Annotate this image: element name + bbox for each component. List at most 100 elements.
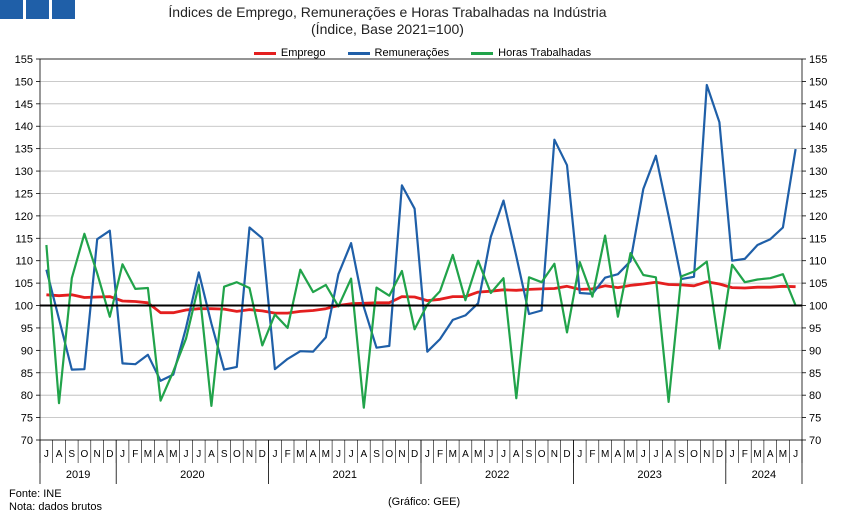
y-tick-label: 75: [21, 413, 33, 425]
x-month-label: M: [169, 449, 177, 460]
legend-swatch-remuneracoes: [347, 51, 370, 55]
x-month-label: A: [767, 449, 774, 460]
x-month-label: M: [753, 449, 761, 460]
x-month-label: A: [56, 449, 63, 460]
y2-tick-label: 110: [809, 256, 827, 268]
chart-title-block: Índices de Emprego, Remunerações e Horas…: [0, 4, 775, 38]
x-month-label: J: [488, 449, 493, 460]
x-month-label: S: [373, 449, 380, 460]
x-year-label: 2024: [752, 469, 776, 481]
footer-credit: (Gráfico: GEE): [388, 496, 461, 508]
x-month-label: J: [730, 449, 735, 460]
x-month-label: D: [563, 449, 570, 460]
series-line-2: [45, 83, 797, 382]
y-tick-label: 110: [15, 256, 33, 268]
x-month-label: A: [157, 449, 164, 460]
y-tick-label: 115: [15, 233, 33, 245]
x-year-label: 2022: [485, 469, 509, 481]
y-tick-label: 145: [15, 99, 33, 111]
y2-tick-label: 140: [809, 121, 827, 133]
x-month-label: J: [272, 449, 277, 460]
chart-subtitle: (Índice, Base 2021=100): [311, 21, 464, 37]
y2-tick-label: 100: [809, 301, 827, 313]
x-month-label: M: [474, 449, 482, 460]
x-year-label: 2019: [66, 469, 90, 481]
legend-swatch-horas: [471, 51, 494, 55]
ine-logo-icon: [0, 0, 75, 19]
y2-tick-label: 85: [809, 368, 821, 380]
x-month-label: J: [641, 449, 646, 460]
x-month-label: J: [349, 449, 354, 460]
x-month-label: D: [716, 449, 723, 460]
y-tick-label: 130: [15, 166, 33, 178]
y-tick-label: 90: [21, 345, 33, 357]
x-month-label: J: [120, 449, 125, 460]
y-tick-label: 80: [21, 390, 33, 402]
x-month-label: M: [626, 449, 634, 460]
chart-legend: Emprego Remunerações Horas Trabalhadas: [0, 47, 845, 59]
x-month-label: M: [296, 449, 304, 460]
x-month-label: J: [44, 449, 49, 460]
y2-tick-label: 125: [809, 188, 827, 200]
footer-notes: Fonte: INE Nota: dados brutos: [9, 488, 102, 514]
x-month-label: J: [577, 449, 582, 460]
x-month-label: N: [246, 449, 253, 460]
y2-tick-label: 135: [809, 144, 827, 156]
x-month-label: N: [703, 449, 710, 460]
y2-tick-label: 155: [809, 54, 827, 66]
x-month-label: S: [68, 449, 75, 460]
footer-source: Fonte: INE: [9, 488, 62, 500]
x-month-label: O: [81, 449, 89, 460]
y-tick-label: 120: [15, 211, 33, 223]
y2-tick-label: 80: [809, 390, 821, 402]
y2-tick-label: 70: [809, 435, 821, 447]
x-month-label: N: [551, 449, 558, 460]
y-tick-label: 70: [21, 435, 33, 447]
y2-tick-label: 150: [809, 76, 827, 88]
y2-tick-label: 95: [809, 323, 821, 335]
x-month-label: J: [501, 449, 506, 460]
y-tick-label: 140: [15, 121, 33, 133]
x-month-label: A: [462, 449, 469, 460]
x-month-label: F: [589, 449, 595, 460]
x-month-label: M: [449, 449, 457, 460]
x-month-label: A: [208, 449, 215, 460]
x-month-label: D: [259, 449, 266, 460]
x-month-label: J: [336, 449, 341, 460]
y2-tick-label: 130: [809, 166, 827, 178]
legend-item-emprego: Emprego: [253, 47, 326, 59]
y-tick-label: 85: [21, 368, 33, 380]
x-month-label: A: [310, 449, 317, 460]
x-month-label: F: [132, 449, 138, 460]
x-month-label: S: [221, 449, 228, 460]
series-line-1: [46, 280, 796, 315]
x-month-label: A: [513, 449, 520, 460]
x-month-label: O: [538, 449, 546, 460]
x-month-label: J: [425, 449, 430, 460]
x-month-label: N: [398, 449, 405, 460]
y2-tick-label: 75: [809, 413, 821, 425]
y-tick-label: 100: [15, 301, 33, 313]
y-tick-label: 155: [15, 54, 33, 66]
x-month-label: S: [678, 449, 685, 460]
x-year-label: 2021: [333, 469, 357, 481]
legend-label-emprego: Emprego: [280, 47, 326, 59]
x-month-label: O: [233, 449, 241, 460]
x-month-label: M: [322, 449, 330, 460]
x-month-label: J: [184, 449, 189, 460]
x-month-label: M: [601, 449, 609, 460]
x-month-label: D: [106, 449, 113, 460]
y-tick-label: 95: [21, 323, 33, 335]
x-month-label: A: [665, 449, 672, 460]
x-month-label: J: [653, 449, 658, 460]
x-month-label: D: [411, 449, 418, 460]
x-year-label: 2020: [180, 469, 204, 481]
y2-tick-label: 115: [809, 233, 827, 245]
legend-swatch-emprego: [253, 51, 276, 55]
x-month-label: J: [793, 449, 798, 460]
y2-tick-label: 120: [809, 211, 827, 223]
footer-note: Nota: dados brutos: [9, 501, 102, 513]
chart-title: Índices de Emprego, Remunerações e Horas…: [168, 4, 607, 20]
x-month-label: A: [615, 449, 622, 460]
